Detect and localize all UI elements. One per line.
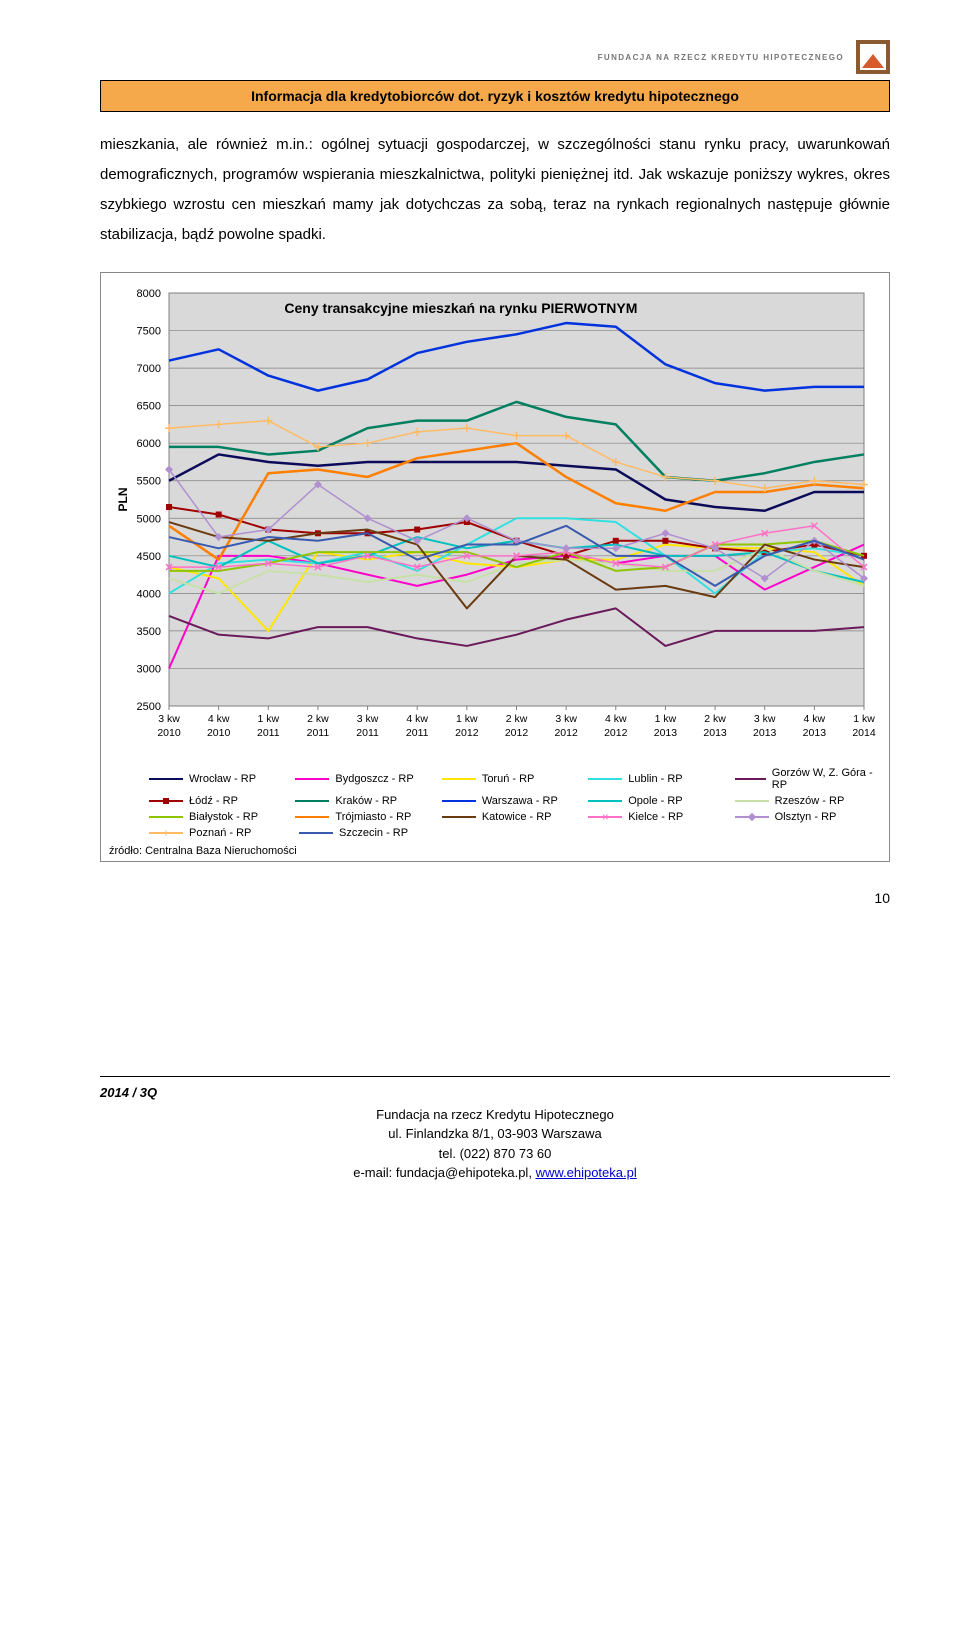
- svg-text:3000: 3000: [137, 663, 161, 675]
- svg-text:1 kw: 1 kw: [456, 713, 478, 725]
- svg-text:4000: 4000: [137, 588, 161, 600]
- price-chart: 2500 3000 3500 4000 4500 5000 5500 6000 6500 7000…: [109, 281, 879, 761]
- legend-item: Wrocław - RP: [149, 767, 295, 791]
- svg-text:2013: 2013: [753, 727, 777, 739]
- svg-text:7000: 7000: [137, 363, 161, 375]
- svg-text:6500: 6500: [137, 401, 161, 413]
- legend-item: Trójmiasto - RP: [295, 811, 441, 823]
- footer-link[interactable]: www.ehipoteka.pl: [536, 1165, 637, 1180]
- svg-text:1 kw: 1 kw: [655, 713, 677, 725]
- svg-text:2014: 2014: [852, 727, 876, 739]
- svg-text:4 kw: 4 kw: [406, 713, 428, 725]
- header-logo-row: FUNDACJA NA RZECZ KREDYTU HIPOTECZNEGO: [100, 40, 890, 74]
- legend-item: Toruń - RP: [442, 767, 588, 791]
- legend-item: Kraków - RP: [295, 795, 441, 807]
- footer: 2014 / 3Q Fundacja na rzecz Kredytu Hipo…: [100, 1083, 890, 1183]
- svg-text:1 kw: 1 kw: [257, 713, 279, 725]
- legend-item: +Poznań - RP: [149, 827, 299, 839]
- svg-text:2013: 2013: [703, 727, 727, 739]
- legend-item: Katowice - RP: [442, 811, 588, 823]
- svg-text:4 kw: 4 kw: [208, 713, 230, 725]
- svg-text:2 kw: 2 kw: [307, 713, 329, 725]
- footer-line2: ul. Finlandzka 8/1, 03-903 Warszawa: [100, 1124, 890, 1144]
- svg-text:3 kw: 3 kw: [754, 713, 776, 725]
- chart-container: 2500 3000 3500 4000 4500 5000 5500 6000 6500 7000…: [100, 272, 890, 862]
- svg-text:2012: 2012: [604, 727, 628, 739]
- logo-icon: [856, 40, 890, 74]
- svg-text:4 kw: 4 kw: [804, 713, 826, 725]
- svg-text:4 kw: 4 kw: [605, 713, 627, 725]
- page-number: 10: [100, 890, 890, 906]
- svg-text:2500: 2500: [137, 701, 161, 713]
- svg-text:6000: 6000: [137, 438, 161, 450]
- svg-text:2013: 2013: [803, 727, 827, 739]
- svg-text:2011: 2011: [257, 727, 280, 739]
- footer-line4: e-mail: fundacja@ehipoteka.pl, www.ehipo…: [100, 1163, 890, 1183]
- svg-text:2012: 2012: [554, 727, 578, 739]
- svg-text:PLN: PLN: [116, 488, 130, 512]
- svg-text:8000: 8000: [137, 288, 161, 300]
- svg-text:2 kw: 2 kw: [506, 713, 528, 725]
- svg-text:3500: 3500: [137, 626, 161, 638]
- footer-line1: Fundacja na rzecz Kredytu Hipotecznego: [100, 1105, 890, 1125]
- svg-text:2011: 2011: [406, 727, 429, 739]
- svg-text:3 kw: 3 kw: [357, 713, 379, 725]
- legend-item: Warszawa - RP: [442, 795, 588, 807]
- svg-text:2010: 2010: [157, 727, 181, 739]
- svg-text:7500: 7500: [137, 326, 161, 338]
- body-paragraph: mieszkania, ale również m.in.: ogólnej s…: [100, 130, 890, 250]
- legend-item: Bydgoszcz - RP: [295, 767, 441, 791]
- legend-item: Lublin - RP: [588, 767, 734, 791]
- svg-text:Ceny transakcyjne mieszkań na: Ceny transakcyjne mieszkań na rynku PIER…: [284, 300, 637, 316]
- svg-text:3 kw: 3 kw: [555, 713, 577, 725]
- svg-text:2011: 2011: [356, 727, 379, 739]
- svg-text:2010: 2010: [207, 727, 231, 739]
- legend-item: Łódź - RP: [149, 795, 295, 807]
- footer-divider: [100, 1076, 890, 1077]
- legend-item: ×Kielce - RP: [588, 811, 734, 823]
- footer-line3: tel. (022) 870 73 60: [100, 1144, 890, 1164]
- svg-text:3 kw: 3 kw: [158, 713, 180, 725]
- svg-text:2012: 2012: [505, 727, 529, 739]
- chart-source: źródło: Centralna Baza Nieruchomości: [109, 845, 881, 857]
- legend-item: Rzeszów - RP: [735, 795, 881, 807]
- svg-text:4500: 4500: [137, 551, 161, 563]
- legend-item: Opole - RP: [588, 795, 734, 807]
- svg-text:5000: 5000: [137, 513, 161, 525]
- chart-legend: Wrocław - RPBydgoszcz - RPToruń - RPLubl…: [149, 767, 881, 839]
- legend-item: Białystok - RP: [149, 811, 295, 823]
- footer-year: 2014 / 3Q: [100, 1083, 890, 1103]
- svg-text:2012: 2012: [455, 727, 479, 739]
- svg-text:5500: 5500: [137, 476, 161, 488]
- svg-text:2 kw: 2 kw: [704, 713, 726, 725]
- legend-item: Szczecin - RP: [299, 827, 449, 839]
- legend-item: Gorzów W, Z. Góra - RP: [735, 767, 881, 791]
- svg-text:1 kw: 1 kw: [853, 713, 875, 725]
- header-org-name: FUNDACJA NA RZECZ KREDYTU HIPOTECZNEGO: [598, 53, 844, 62]
- svg-text:2011: 2011: [307, 727, 330, 739]
- legend-item: Olsztyn - RP: [735, 811, 881, 823]
- svg-text:2013: 2013: [654, 727, 678, 739]
- title-bar: Informacja dla kredytobiorców dot. ryzyk…: [100, 80, 890, 112]
